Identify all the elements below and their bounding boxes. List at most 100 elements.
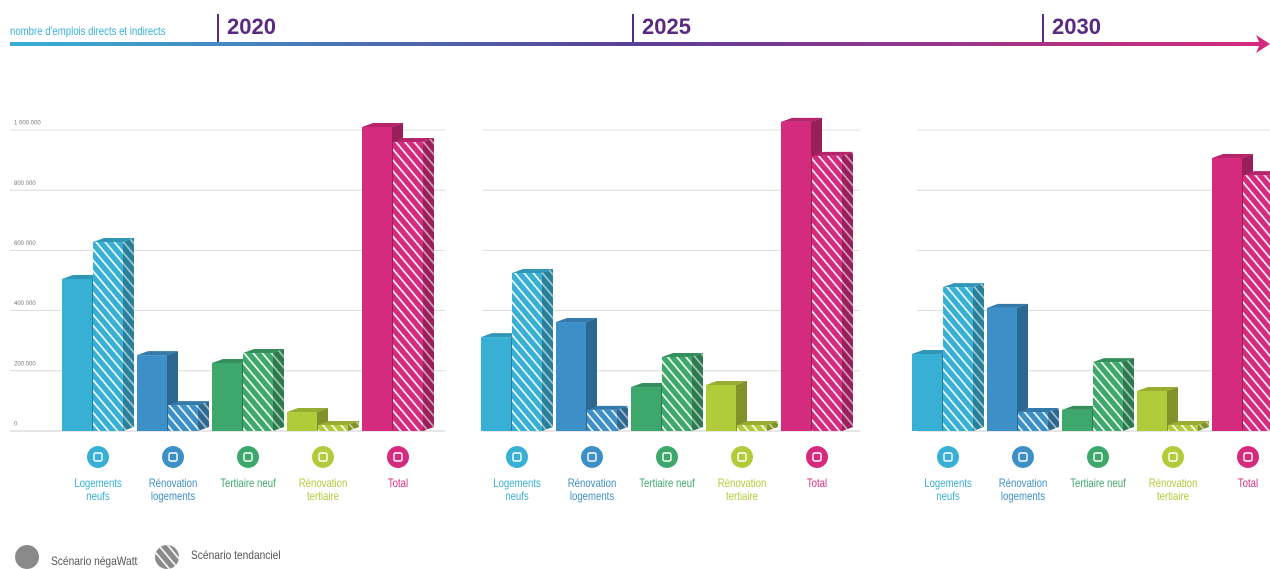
- category-label: Tertiaire neuf: [1070, 476, 1126, 490]
- bar-hatch: [662, 356, 692, 431]
- bar-hatch: [943, 287, 973, 431]
- bar-top: [481, 333, 522, 338]
- category-label: Rénovation logements: [567, 476, 617, 503]
- category-icon-glyph: [512, 452, 522, 462]
- y-tick-label: 1 000 000: [14, 121, 41, 127]
- category-icon: [237, 446, 259, 468]
- category-icon-glyph: [812, 452, 822, 462]
- bar-hatch: [318, 424, 348, 431]
- category-icon-glyph: [93, 452, 103, 462]
- bar-hatch: [243, 353, 273, 431]
- timeline-arrow: [1256, 35, 1270, 53]
- y-tick-label: 200 000: [14, 361, 36, 367]
- category-icon: [937, 446, 959, 468]
- category-icon: [506, 446, 528, 468]
- bar-hatch: [812, 155, 842, 432]
- y-tick-label: 800 000: [14, 181, 36, 187]
- bar-hatch: [737, 424, 767, 431]
- bar-hatch: [587, 409, 617, 431]
- bar-top: [1168, 420, 1209, 425]
- year-marker: [632, 14, 634, 42]
- bar-side-hatch: [198, 401, 209, 431]
- bar-top: [987, 303, 1028, 308]
- bar: [706, 384, 736, 431]
- category-icon-glyph: [318, 452, 328, 462]
- category-label: Rénovation logements: [148, 476, 198, 503]
- category-label: Logements neufs: [493, 476, 541, 503]
- bar: [631, 387, 661, 431]
- bar-side-hatch: [973, 283, 984, 431]
- bar-side: [1017, 303, 1028, 431]
- y-tick-label: 600 000: [14, 241, 36, 247]
- bar: [212, 362, 242, 431]
- bar-hatch: [1018, 412, 1048, 431]
- bar-top: [1137, 386, 1178, 391]
- bar-top: [737, 420, 778, 425]
- category-icon-glyph: [1168, 452, 1178, 462]
- legend-label: Scénario tendanciel: [191, 548, 281, 562]
- bar-hatch: [393, 142, 423, 432]
- category-icon: [806, 446, 828, 468]
- bar: [987, 307, 1017, 431]
- bar: [556, 322, 586, 431]
- bar-top: [912, 349, 953, 354]
- bar-side-hatch: [1048, 408, 1059, 431]
- y-tick-label: 400 000: [14, 301, 36, 307]
- bar-side-hatch: [123, 237, 134, 431]
- bar: [481, 337, 511, 431]
- category-icon-glyph: [1093, 452, 1103, 462]
- category-icon-glyph: [168, 452, 178, 462]
- bar-hatch: [1168, 424, 1198, 431]
- category-icon: [731, 446, 753, 468]
- category-icon: [387, 446, 409, 468]
- bar-side-hatch: [1198, 420, 1209, 431]
- bar-top: [93, 237, 134, 242]
- bar-top: [1212, 153, 1253, 158]
- category-icon: [581, 446, 603, 468]
- category-icon-glyph: [587, 452, 597, 462]
- bar-hatch: [512, 272, 542, 431]
- category-icon: [162, 446, 184, 468]
- category-label: Rénovation tertiaire: [298, 476, 348, 503]
- year-title: 2025: [642, 14, 691, 39]
- bar: [62, 278, 92, 431]
- bar: [1137, 390, 1167, 431]
- bar-top: [212, 358, 253, 363]
- category-label: Total: [1237, 476, 1259, 490]
- category-label: Logements neufs: [924, 476, 972, 503]
- category-label: Tertiaire neuf: [639, 476, 695, 490]
- bar-top: [1093, 358, 1134, 363]
- bar-hatch: [1093, 362, 1123, 431]
- bar-top: [812, 151, 853, 156]
- legend-swatch: [15, 545, 39, 569]
- bar-hatch: [168, 405, 198, 431]
- category-icon: [1237, 446, 1259, 468]
- category-icon: [656, 446, 678, 468]
- bar-top: [662, 352, 703, 357]
- bar-side-hatch: [617, 405, 628, 431]
- category-icon-glyph: [1018, 452, 1028, 462]
- legend-swatch-hatch: [155, 545, 179, 569]
- category-label: Logements neufs: [74, 476, 122, 503]
- bar-top: [1243, 171, 1270, 176]
- y-tick-label: 0: [14, 422, 18, 428]
- category-icon: [1012, 446, 1034, 468]
- category-label: Rénovation logements: [998, 476, 1048, 503]
- bar: [1062, 409, 1092, 431]
- category-icon-glyph: [662, 452, 672, 462]
- category-label: Rénovation tertiaire: [1148, 476, 1198, 503]
- bar-top: [287, 408, 328, 413]
- bar-top: [631, 383, 672, 388]
- timeline: [10, 42, 1260, 46]
- bar-top: [137, 351, 178, 356]
- bar-top: [943, 283, 984, 288]
- category-label: Total: [387, 476, 409, 490]
- bar-side: [1167, 386, 1178, 431]
- bar-side-hatch: [423, 138, 434, 432]
- bar-side-hatch: [842, 151, 853, 432]
- bar-top: [318, 420, 359, 425]
- bar-top: [587, 405, 628, 410]
- bar-side-hatch: [1123, 358, 1134, 431]
- category-icon: [1162, 446, 1184, 468]
